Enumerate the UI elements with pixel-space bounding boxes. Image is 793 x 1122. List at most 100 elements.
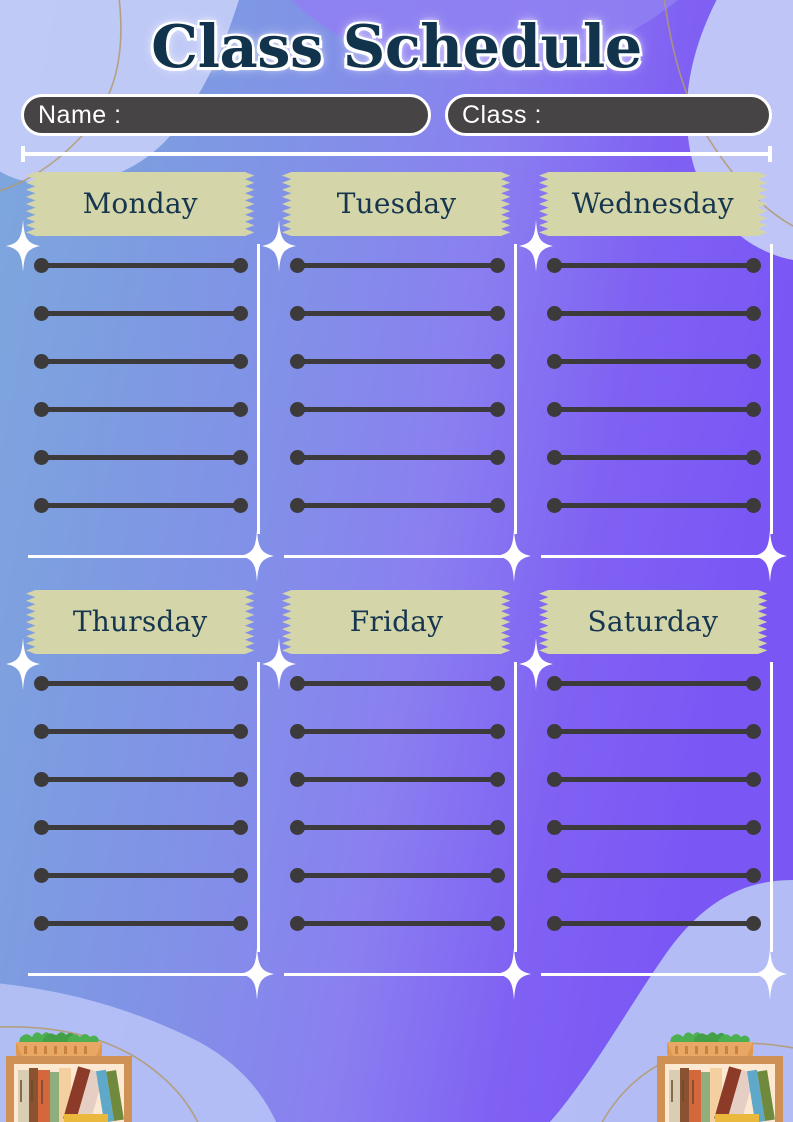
schedule-line-row[interactable] [546, 820, 761, 835]
line-dot-right [745, 402, 761, 417]
line-dot-right [489, 916, 505, 931]
schedule-line-row[interactable] [290, 306, 505, 321]
schedule-line-row[interactable] [546, 258, 761, 273]
card-rule-vertical [769, 244, 773, 534]
schedule-line-row[interactable] [34, 354, 249, 369]
schedule-line-row[interactable] [290, 772, 505, 787]
page-title: Class Schedule [151, 12, 642, 81]
line-stroke [553, 359, 754, 364]
schedule-line-row[interactable] [34, 306, 249, 321]
line-stroke [297, 921, 498, 926]
schedule-lines [34, 258, 249, 513]
four-point-star-icon [240, 530, 275, 582]
schedule-line-row[interactable] [290, 868, 505, 883]
four-point-star-icon [496, 530, 531, 582]
schedule-line-row[interactable] [290, 820, 505, 835]
line-dot-right [233, 676, 249, 691]
line-dot-right [233, 868, 249, 883]
schedule-line-row[interactable] [546, 724, 761, 739]
line-dot-right [233, 498, 249, 513]
schedule-line-row[interactable] [290, 258, 505, 273]
day-label: Tuesday [336, 186, 457, 220]
name-field[interactable]: Name : [21, 94, 431, 136]
four-point-star-icon [518, 220, 553, 272]
line-stroke [41, 263, 242, 268]
schedule-line-row[interactable] [34, 402, 249, 417]
card-rule-horizontal [284, 973, 505, 976]
schedule-line-row[interactable] [34, 676, 249, 691]
line-stroke [297, 729, 498, 734]
day-label: Saturday [587, 604, 719, 638]
day-card-monday: Monday [6, 172, 275, 582]
line-dot-right [489, 354, 505, 369]
line-stroke [297, 873, 498, 878]
day-card-saturday: Saturday [518, 590, 787, 1000]
schedule-line-row[interactable] [290, 450, 505, 465]
schedule-lines [290, 676, 505, 931]
four-point-star-icon [496, 948, 531, 1000]
schedule-line-row[interactable] [34, 724, 249, 739]
day-card-friday: Friday [262, 590, 531, 1000]
divider-cap-right [768, 146, 772, 162]
four-point-star-icon [6, 220, 40, 272]
four-point-star-icon [240, 948, 275, 1000]
card-rule-vertical [257, 662, 261, 952]
schedule-line-row[interactable] [290, 676, 505, 691]
day-label: Monday [82, 186, 198, 220]
schedule-line-row[interactable] [34, 868, 249, 883]
line-stroke [41, 359, 242, 364]
class-field-label: Class : [462, 100, 542, 129]
line-stroke [297, 681, 498, 686]
schedule-line-row[interactable] [546, 450, 761, 465]
line-stroke [41, 873, 242, 878]
schedule-line-row[interactable] [290, 354, 505, 369]
bookshelf-with-plants-icon-right [653, 1010, 787, 1122]
schedule-line-row[interactable] [546, 916, 761, 931]
schedule-line-row[interactable] [34, 258, 249, 273]
schedule-line-row[interactable] [546, 772, 761, 787]
line-dot-right [745, 772, 761, 787]
four-point-star-icon [262, 638, 297, 690]
line-dot-right [233, 306, 249, 321]
line-stroke [553, 825, 754, 830]
line-stroke [297, 825, 498, 830]
schedule-line-row[interactable] [34, 916, 249, 931]
line-dot-right [745, 354, 761, 369]
schedule-line-row[interactable] [290, 498, 505, 513]
line-stroke [553, 503, 754, 508]
schedule-line-row[interactable] [546, 402, 761, 417]
schedule-line-row[interactable] [546, 676, 761, 691]
class-field[interactable]: Class : [445, 94, 772, 136]
line-dot-right [745, 450, 761, 465]
line-dot-right [233, 258, 249, 273]
day-label: Friday [349, 604, 444, 638]
line-dot-right [489, 306, 505, 321]
schedule-line-row[interactable] [34, 772, 249, 787]
card-rule-vertical [257, 244, 261, 534]
day-label: Thursday [72, 604, 208, 638]
schedule-line-row[interactable] [290, 402, 505, 417]
schedule-lines [546, 676, 761, 931]
line-dot-right [233, 916, 249, 931]
line-dot-right [233, 402, 249, 417]
schedule-line-row[interactable] [34, 498, 249, 513]
line-dot-right [489, 772, 505, 787]
day-banner: Tuesday [282, 172, 511, 236]
line-dot-right [745, 868, 761, 883]
line-stroke [41, 455, 242, 460]
schedule-line-row[interactable] [546, 354, 761, 369]
day-card-thursday: Thursday [6, 590, 275, 1000]
line-stroke [41, 921, 242, 926]
schedule-line-row[interactable] [290, 724, 505, 739]
schedule-line-row[interactable] [34, 820, 249, 835]
schedule-line-row[interactable] [34, 450, 249, 465]
schedule-line-row[interactable] [546, 306, 761, 321]
schedule-line-row[interactable] [290, 916, 505, 931]
schedule-line-row[interactable] [546, 498, 761, 513]
divider-bar [21, 152, 772, 156]
line-dot-right [489, 676, 505, 691]
line-dot-right [745, 676, 761, 691]
schedule-lines [546, 258, 761, 513]
schedule-line-row[interactable] [546, 868, 761, 883]
header-divider [21, 146, 772, 162]
